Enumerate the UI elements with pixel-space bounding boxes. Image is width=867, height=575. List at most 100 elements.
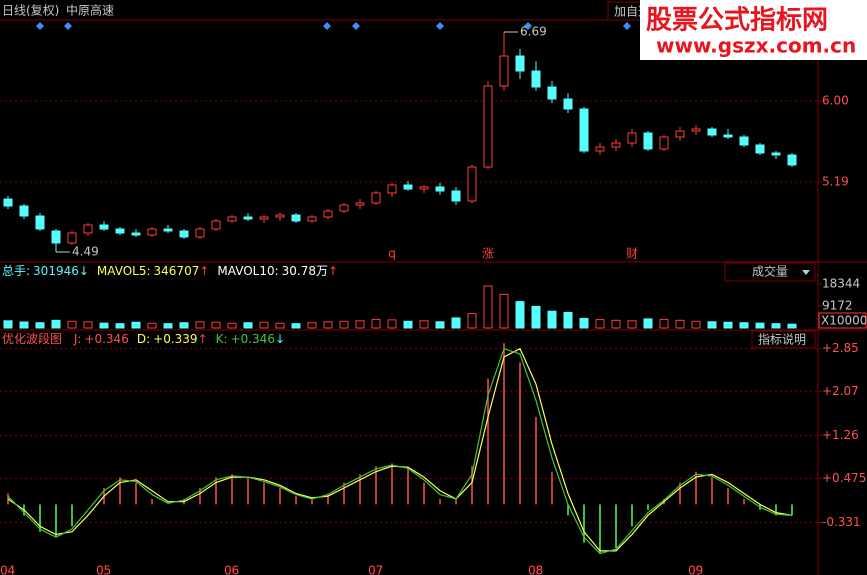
candle-body	[403, 184, 413, 190]
x-tick-label: 06	[224, 564, 239, 575]
legend-arrow: ↓	[275, 332, 285, 346]
candle-body	[499, 55, 509, 87]
volume-bar	[211, 321, 221, 329]
volume-bar	[515, 301, 525, 329]
legend-value: +0.346	[84, 332, 128, 346]
indicator-help-button[interactable]	[751, 330, 816, 349]
candle-body	[19, 205, 29, 217]
volume-bar	[83, 321, 93, 329]
x-tick-label: 07	[368, 564, 383, 575]
volume-bar	[787, 323, 797, 329]
candle-body	[691, 128, 701, 132]
y-tick-label: 9172	[822, 298, 853, 312]
candle-body	[323, 210, 333, 218]
volume-bar	[355, 320, 365, 329]
candle-body	[755, 144, 765, 154]
event-diamond[interactable]	[323, 22, 331, 30]
candle-body	[259, 216, 269, 220]
event-label: q	[388, 247, 396, 261]
volume-bar	[227, 322, 237, 329]
watermark-bg	[640, 0, 867, 60]
y-tick-label: 18344	[822, 276, 860, 290]
candle-body	[675, 130, 685, 138]
candle-body	[3, 198, 13, 207]
volume-bar	[179, 322, 189, 329]
volume-bar	[99, 322, 109, 329]
candle-body	[371, 192, 381, 204]
x-tick-label: 08	[528, 564, 543, 575]
indicator-selector[interactable]	[724, 262, 816, 282]
watermark-title: 股票公式指标网	[646, 6, 828, 36]
y-tick-label: 6.00	[822, 94, 849, 108]
volume-bar	[723, 321, 733, 329]
volume-bar	[19, 321, 29, 329]
candle-body	[467, 166, 477, 202]
candle-body	[595, 146, 605, 152]
candle-body	[611, 142, 621, 148]
candle-body	[179, 230, 189, 238]
volume-bar	[67, 320, 77, 329]
x-tick-label: 05	[96, 564, 111, 575]
event-diamonds	[36, 22, 631, 30]
volume-bar	[499, 293, 509, 329]
candle-body	[275, 214, 285, 218]
event-diamond[interactable]	[352, 22, 360, 30]
legend-arrow: ↑	[328, 264, 338, 278]
legend-name: D:	[137, 332, 150, 346]
legend-arrow: ↑	[199, 264, 209, 278]
volume-bar	[243, 322, 253, 329]
wave-line	[7, 347, 793, 555]
event-diamond[interactable]	[436, 22, 444, 30]
volume-bar	[755, 322, 765, 329]
candle-body	[67, 232, 77, 244]
volume-bar	[147, 322, 157, 329]
candle-body	[659, 136, 669, 150]
unit-label: X10000	[821, 314, 867, 328]
legend-value: +0.339	[153, 332, 197, 346]
volume-bar	[483, 285, 493, 329]
volume-bar	[323, 321, 333, 329]
event-diamond[interactable]	[623, 22, 631, 30]
volume-bar	[163, 323, 173, 329]
candle-body	[131, 232, 141, 236]
event-label: 涨	[482, 246, 494, 261]
event-diamond[interactable]	[36, 22, 44, 30]
dropdown-arrow[interactable]	[802, 270, 810, 275]
legend-name: MAVOL5:	[97, 264, 151, 278]
legend: 总手: 301946↓ MAVOL5: 346707↑ MAVOL10: 30.78万↑	[2, 264, 338, 278]
candle-body	[115, 228, 125, 234]
candle-body	[355, 202, 365, 206]
volume-bar	[291, 323, 301, 329]
legend-title: 优化波段图	[2, 331, 66, 346]
event-diamond[interactable]	[524, 22, 532, 30]
candle-body	[35, 215, 45, 230]
volume-bar	[403, 320, 413, 329]
event-diamond[interactable]	[64, 22, 72, 30]
legend-value: 30.78万	[282, 264, 328, 278]
event-label: 财	[626, 247, 638, 261]
candle-body	[547, 86, 557, 100]
candle-body	[243, 216, 253, 220]
y-tick-label: +2.07	[822, 384, 859, 398]
candle-body	[195, 228, 205, 238]
legend-arrow: ↑	[198, 332, 208, 346]
candle-body	[451, 190, 461, 202]
candle-body	[387, 184, 397, 194]
volume-bar	[771, 323, 781, 329]
candle-body	[163, 228, 173, 232]
volume-bar	[307, 322, 317, 329]
candle-body	[435, 186, 445, 192]
volume-bar	[275, 322, 285, 329]
volume-bar	[115, 323, 125, 329]
indicator-help-label[interactable]: 指标说明	[758, 332, 806, 347]
candle-body	[627, 132, 637, 144]
volume-bar	[643, 318, 653, 329]
indicator-selector-label[interactable]: 成交量	[752, 264, 788, 279]
candle-body	[147, 228, 157, 236]
legend-value: 346707	[154, 264, 200, 278]
candle-body	[483, 85, 493, 168]
volume-bar	[595, 319, 605, 329]
volume-bar	[547, 310, 557, 329]
